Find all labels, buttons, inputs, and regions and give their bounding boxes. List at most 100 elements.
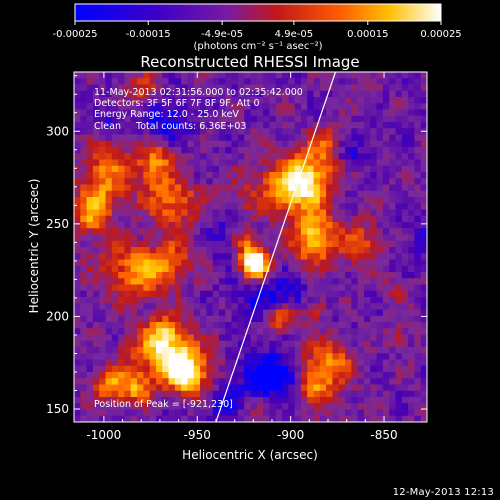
heatmap-cell (181, 134, 189, 142)
heatmap-cell (351, 122, 359, 129)
heatmap-cell (99, 215, 107, 223)
heatmap-cell (155, 322, 163, 329)
heatmap-cell (149, 153, 157, 161)
heatmap-cell (200, 303, 207, 311)
heatmap-cell (263, 184, 271, 192)
heatmap-cell (218, 334, 226, 342)
heatmap-cell (288, 409, 296, 417)
heatmap-cell (162, 134, 170, 142)
heatmap-cell (231, 340, 239, 348)
heatmap-cell (376, 147, 384, 154)
heatmap-cell (351, 140, 359, 148)
heatmap-cell (225, 253, 233, 261)
heatmap-cell (174, 390, 182, 398)
heatmap-cell (395, 334, 403, 342)
heatmap-cell (111, 278, 119, 286)
heatmap-cell (231, 190, 239, 198)
heatmap-cell (74, 359, 81, 367)
heatmap-cell (187, 234, 195, 242)
heatmap-cell (408, 97, 415, 104)
heatmap-cell (200, 159, 207, 167)
heatmap-cell (275, 365, 283, 373)
annotation-time-range: 11-May-2013 02:31:56.000 to 02:35:42.000 (94, 87, 303, 98)
heatmap-cell (351, 259, 359, 267)
heatmap-cell (263, 259, 271, 267)
heatmap-cell (111, 184, 119, 192)
heatmap-cell (74, 409, 81, 417)
heatmap-cell (149, 234, 157, 242)
heatmap-cell (363, 397, 371, 404)
heatmap-cell (288, 265, 296, 273)
heatmap-cell (174, 403, 182, 411)
heatmap-cell (357, 97, 365, 104)
heatmap-cell (92, 128, 100, 136)
heatmap-cell (250, 290, 258, 298)
heatmap-cell (269, 140, 277, 148)
heatmap-cell (326, 78, 334, 86)
heatmap-cell (200, 384, 207, 392)
heatmap-cell (187, 253, 195, 261)
heatmap-cell (256, 403, 264, 411)
heatmap-cell (357, 353, 365, 361)
heatmap-cell (218, 247, 226, 254)
heatmap-cell (143, 397, 151, 404)
heatmap-cell (193, 365, 201, 373)
heatmap-cell (376, 253, 384, 261)
heatmap-cell (130, 359, 138, 367)
heatmap-cell (408, 197, 415, 204)
heatmap-cell (326, 403, 334, 411)
heatmap-cell (168, 103, 176, 111)
heatmap-cell (300, 353, 308, 361)
heatmap-cell (155, 153, 163, 161)
heatmap-cell (263, 234, 271, 242)
heatmap-cell (370, 78, 378, 86)
heatmap-cell (332, 340, 340, 348)
heatmap-cell (282, 397, 289, 404)
heatmap-cell (137, 140, 144, 148)
heatmap-cell (256, 203, 264, 211)
heatmap-cell (137, 153, 144, 161)
heatmap-cell (319, 378, 327, 386)
heatmap-cell (363, 334, 371, 342)
heatmap-cell (382, 253, 390, 261)
heatmap-cell (193, 253, 201, 261)
heatmap-cell (351, 378, 359, 386)
heatmap-cell (376, 278, 384, 286)
heatmap-cell (395, 347, 403, 354)
heatmap-cell (307, 165, 315, 173)
heatmap-cell (206, 134, 214, 142)
heatmap-cell (212, 159, 220, 167)
heatmap-cell (124, 409, 132, 417)
heatmap-cell (345, 109, 352, 117)
heatmap-cell (338, 290, 346, 298)
heatmap-cell (357, 197, 365, 204)
heatmap-cell (370, 303, 378, 311)
heatmap-cell (319, 315, 327, 323)
heatmap-cell (99, 353, 107, 361)
heatmap-cell (357, 122, 365, 129)
heatmap-cell (307, 265, 315, 273)
heatmap-cell (345, 103, 352, 111)
heatmap-cell (168, 309, 176, 317)
heatmap-cell (244, 128, 252, 136)
heatmap-cell (420, 222, 427, 229)
heatmap-cell (86, 378, 94, 386)
heatmap-cell (149, 128, 157, 136)
heatmap-cell (313, 265, 321, 273)
heatmap-cell (218, 165, 226, 173)
heatmap-cell (408, 365, 415, 373)
heatmap-cell (174, 415, 182, 422)
heatmap-cell (269, 228, 277, 236)
heatmap-cell (130, 90, 138, 98)
heatmap-cell (332, 203, 340, 211)
heatmap-cell (275, 197, 283, 204)
heatmap-cell (206, 78, 214, 86)
heatmap-cell (155, 290, 163, 298)
heatmap-cell (275, 290, 283, 298)
heatmap-cell (256, 415, 264, 422)
heatmap-cell (99, 272, 107, 279)
heatmap-cell (420, 259, 427, 267)
heatmap-cell (155, 222, 163, 229)
heatmap-cell (244, 184, 252, 192)
heatmap-cell (300, 165, 308, 173)
